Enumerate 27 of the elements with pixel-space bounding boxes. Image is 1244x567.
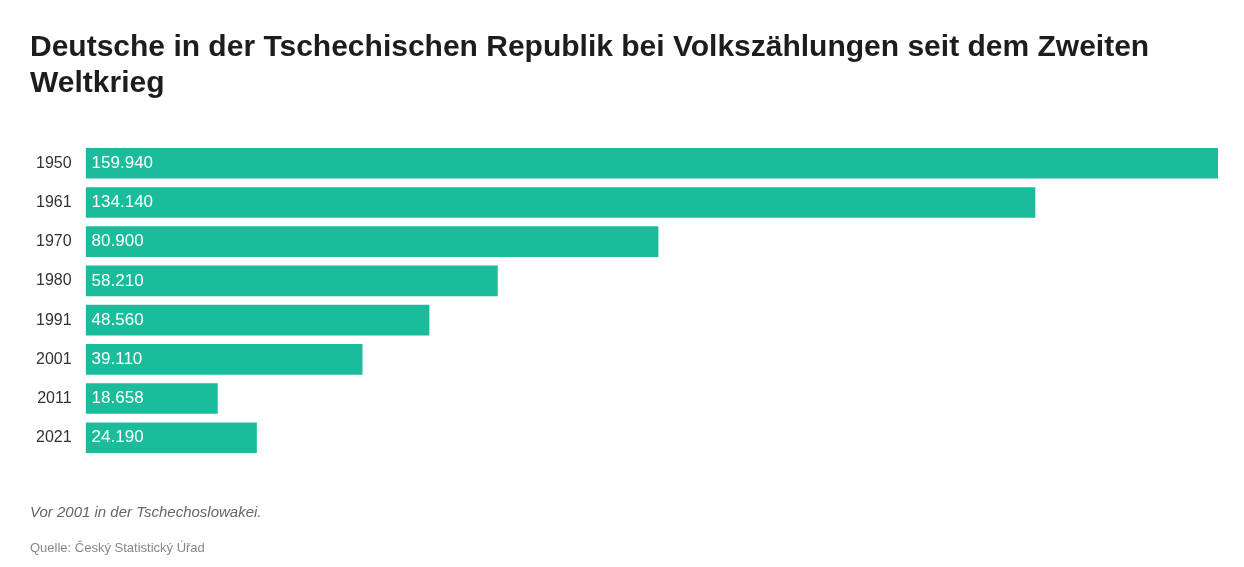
data-label: 80.900 xyxy=(91,231,144,251)
bar xyxy=(85,147,1218,179)
data-label: 39.110 xyxy=(91,349,143,369)
bar xyxy=(85,226,659,257)
data-label: 58.210 xyxy=(91,270,144,290)
y-tick-label: 1970 xyxy=(36,232,72,250)
y-tick-label: 2011 xyxy=(37,388,72,406)
bar xyxy=(85,344,363,375)
bar xyxy=(85,187,1036,218)
data-label: 134.140 xyxy=(91,192,154,212)
bar xyxy=(85,304,430,336)
chart-title: Deutsche in der Tschechischen Republik bei Volkszählungen seit dem Zweiten Weltkrieg xyxy=(30,28,1151,100)
data-label: 18.658 xyxy=(91,388,144,408)
data-label: 159.940 xyxy=(91,152,154,172)
source-note: Quelle: Český Statistický Úřad xyxy=(30,540,205,555)
y-tick-label: 1950 xyxy=(36,153,72,171)
y-tick-label: 2001 xyxy=(36,349,72,367)
data-label: 24.190 xyxy=(91,427,144,447)
y-tick-label: 2021 xyxy=(36,428,72,446)
data-label: 48.560 xyxy=(91,309,144,329)
bar xyxy=(85,422,257,454)
y-tick-label: 1991 xyxy=(36,310,72,328)
bar xyxy=(85,265,498,297)
bar xyxy=(85,383,218,414)
text: Vor 2001 in der Tschechoslowakei. xyxy=(30,503,262,520)
y-tick-label: 1961 xyxy=(36,192,72,210)
y-tick-label: 1980 xyxy=(36,271,72,289)
